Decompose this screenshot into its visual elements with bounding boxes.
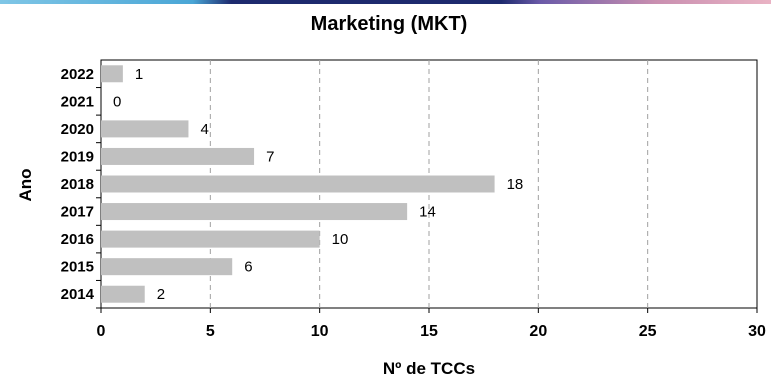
bar — [101, 175, 495, 193]
bar — [101, 65, 123, 83]
header-decoration-strip — [0, 0, 771, 4]
y-tick-label: 2021 — [61, 93, 94, 110]
data-label: 0 — [113, 93, 121, 110]
y-tick-label: 2016 — [61, 231, 94, 248]
x-tick-label: 0 — [97, 323, 106, 340]
data-label: 4 — [200, 121, 208, 138]
bar — [101, 203, 408, 221]
data-label: 10 — [332, 231, 349, 248]
bar — [101, 258, 233, 276]
y-tick-label: 2015 — [61, 259, 94, 276]
bar — [101, 285, 145, 303]
data-label: 6 — [244, 259, 252, 276]
chart-title: Marketing (MKT) — [311, 13, 468, 35]
x-tick-label: 30 — [748, 323, 766, 340]
data-label: 14 — [419, 204, 436, 221]
y-tick-label: 2018 — [61, 176, 94, 193]
y-tick-label: 2014 — [61, 286, 95, 303]
bar — [101, 230, 320, 248]
y-tick-label: 2022 — [61, 66, 94, 83]
bar — [101, 120, 189, 138]
data-label: 1 — [135, 66, 143, 83]
y-tick-label: 2017 — [61, 204, 94, 221]
y-axis-title: Ano — [16, 168, 35, 201]
x-tick-label: 25 — [639, 323, 657, 340]
data-label: 7 — [266, 148, 274, 165]
x-tick-label: 5 — [206, 323, 215, 340]
bar — [101, 147, 255, 165]
data-label: 18 — [507, 176, 524, 193]
data-label: 2 — [157, 286, 165, 303]
x-axis-title: Nº de TCCs — [383, 359, 475, 378]
y-tick-label: 2020 — [61, 121, 94, 138]
x-tick-label: 20 — [529, 323, 547, 340]
x-tick-label: 15 — [420, 323, 438, 340]
x-tick-label: 10 — [311, 323, 329, 340]
y-tick-label: 2019 — [61, 148, 94, 165]
